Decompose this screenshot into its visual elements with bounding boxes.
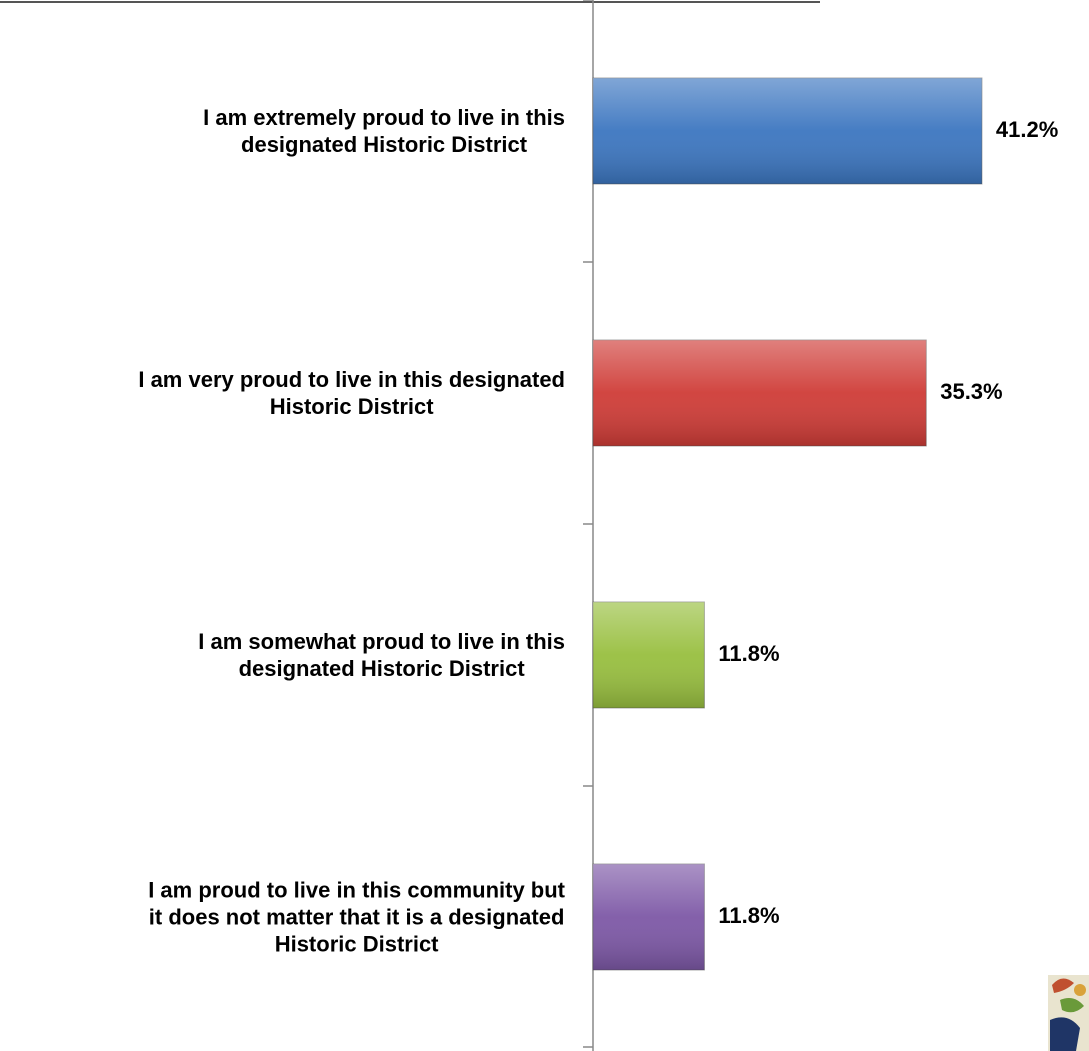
logo: [1048, 975, 1089, 1051]
value-label: 35.3%: [940, 379, 1002, 404]
category-label-line: designated Historic District: [241, 132, 528, 157]
bar-group: [592, 601, 705, 709]
bar-group: [592, 339, 927, 447]
bar-group: [592, 77, 983, 185]
value-label: 11.8%: [718, 641, 779, 666]
value-label: 41.2%: [996, 117, 1058, 142]
category-label: I am extremely proud to live in this desi…: [203, 104, 565, 158]
bar-shine: [593, 340, 927, 446]
bar-shine: [593, 864, 705, 970]
category-label-line: it does not matter that it is a designat…: [148, 904, 565, 930]
category-label-line: I am extremely proud to live in this: [203, 105, 565, 130]
category-label: I am proud to live in this community but…: [148, 877, 565, 958]
bar-shine: [593, 602, 705, 708]
category-label: I am very proud to live in this designat…: [138, 366, 565, 420]
category-label-line: I am somewhat proud to live in this: [198, 629, 565, 654]
category-label-line: designated Historic District: [238, 656, 525, 681]
value-label: 11.8%: [718, 903, 779, 928]
bar-shine: [593, 78, 982, 184]
bar-group: [592, 863, 705, 971]
category-label-line: Historic District: [274, 931, 439, 957]
category-label: I am somewhat proud to live in this desig…: [198, 628, 565, 682]
category-label-line: I am proud to live in this community but: [148, 877, 565, 903]
category-label-line: I am very proud to live in this designat…: [138, 367, 565, 392]
category-label-line: Historic District: [269, 394, 434, 419]
